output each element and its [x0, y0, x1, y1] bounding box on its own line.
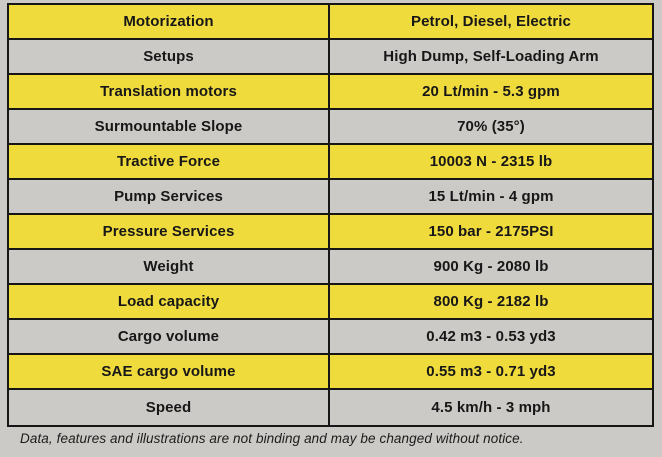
spec-value: 20 Lt/min - 5.3 gpm [422, 83, 560, 100]
spec-label: Surmountable Slope [9, 110, 330, 143]
specifications-table: Motorization Petrol, Diesel, Electric Se… [7, 3, 654, 427]
table-row: Load capacity 800 Kg - 2182 lb [9, 285, 652, 320]
footer-disclaimer: Data, features and illustrations are not… [20, 431, 524, 446]
table-row: Cargo volume 0.42 m3 - 0.53 yd3 [9, 320, 652, 355]
table-row: Pressure Services 150 bar - 2175PSI [9, 215, 652, 250]
spec-label: Pump Services [9, 180, 330, 213]
spec-value: 10003 N - 2315 lb [429, 153, 553, 170]
spec-label: Weight [9, 250, 330, 283]
spec-label: Setups [9, 40, 330, 73]
table-row: Tractive Force 10003 N - 2315 lb [9, 145, 652, 180]
spec-label: Translation motors [9, 75, 330, 108]
spec-label: Motorization [9, 5, 330, 38]
spec-value: 800 Kg - 2182 lb [433, 293, 549, 310]
spec-value: Petrol, Diesel, Electric [411, 13, 571, 30]
spec-value: 0.55 m3 - 0.71 yd3 [426, 363, 556, 380]
spec-value: 0.42 m3 - 0.53 yd3 [426, 328, 556, 345]
spec-label: Tractive Force [9, 145, 330, 178]
table-row: SAE cargo volume 0.55 m3 - 0.71 yd3 [9, 355, 652, 390]
spec-label: SAE cargo volume [9, 355, 330, 388]
table-row: Motorization Petrol, Diesel, Electric [9, 5, 652, 40]
spec-value: 70% (35°) [457, 118, 525, 135]
table-row: Setups High Dump, Self-Loading Arm [9, 40, 652, 75]
spec-label: Speed [9, 390, 330, 425]
spec-value: 15 Lt/min - 4 gpm [428, 188, 554, 205]
spec-label: Load capacity [9, 285, 330, 318]
spec-value: High Dump, Self-Loading Arm [383, 48, 599, 65]
spec-label: Pressure Services [9, 215, 330, 248]
table-row: Pump Services 15 Lt/min - 4 gpm [9, 180, 652, 215]
spec-value: 150 bar - 2175PSI [428, 223, 554, 240]
table-row: Weight 900 Kg - 2080 lb [9, 250, 652, 285]
table-row: Translation motors 20 Lt/min - 5.3 gpm [9, 75, 652, 110]
spec-value: 4.5 km/h - 3 mph [431, 399, 551, 416]
spec-label: Cargo volume [9, 320, 330, 353]
spec-value: 900 Kg - 2080 lb [433, 258, 549, 275]
table-row: Surmountable Slope 70% (35°) [9, 110, 652, 145]
table-row: Speed 4.5 km/h - 3 mph [9, 390, 652, 425]
